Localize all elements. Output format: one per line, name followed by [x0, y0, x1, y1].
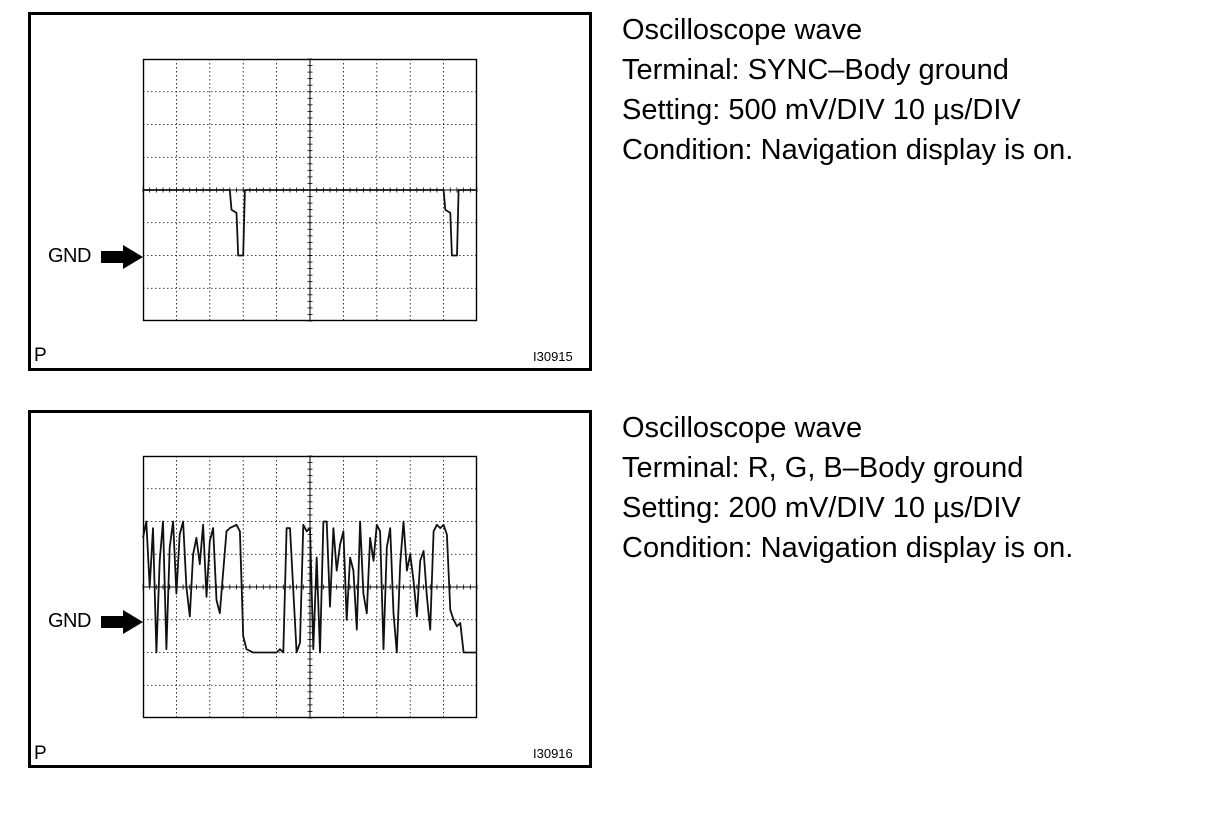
info-condition: Condition: Navigation display is on.: [622, 528, 1073, 568]
info-title: Oscilloscope wave: [622, 10, 1073, 50]
right-arrow-icon: [101, 610, 143, 634]
right-arrow-icon: [101, 245, 143, 269]
corner-label: P: [34, 345, 47, 367]
oscilloscope-screen: [143, 59, 477, 321]
corner-label: P: [34, 743, 47, 765]
figure-code: I30915: [533, 349, 573, 364]
scope-info: Oscilloscope wave Terminal: R, G, B–Body…: [622, 408, 1073, 568]
scope-panel-sync: GND P I30915 Oscilloscope wave Terminal:…: [0, 0, 1216, 400]
info-terminal: Terminal: R, G, B–Body ground: [622, 448, 1073, 488]
scope-info: Oscilloscope wave Terminal: SYNC–Body gr…: [622, 10, 1073, 170]
gnd-label: GND: [48, 245, 91, 268]
info-terminal: Terminal: SYNC–Body ground: [622, 50, 1073, 90]
gnd-label: GND: [48, 610, 91, 633]
figure-code: I30916: [533, 746, 573, 761]
info-condition: Condition: Navigation display is on.: [622, 130, 1073, 170]
info-setting: Setting: 500 mV/DIV 10 µs/DIV: [622, 90, 1073, 130]
oscilloscope-screen: [143, 456, 477, 718]
scope-panel-rgb: GND P I30916 Oscilloscope wave Terminal:…: [0, 398, 1216, 798]
info-title: Oscilloscope wave: [622, 408, 1073, 448]
info-setting: Setting: 200 mV/DIV 10 µs/DIV: [622, 488, 1073, 528]
